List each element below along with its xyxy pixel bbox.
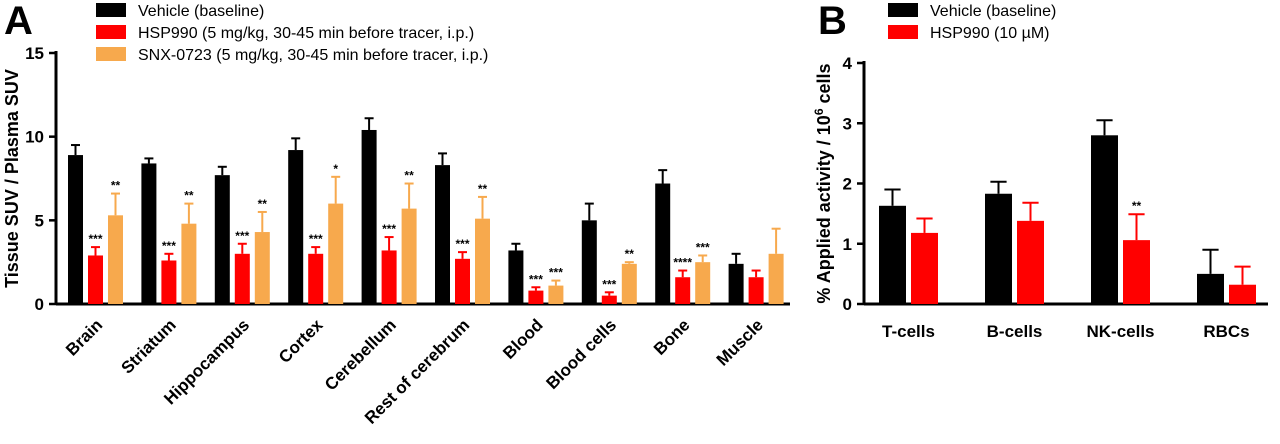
bar [879, 205, 906, 304]
bar [455, 258, 470, 304]
significance-label: ** [478, 182, 488, 196]
bar [911, 232, 938, 304]
bar [161, 260, 177, 304]
bar [548, 285, 564, 304]
significance-label: ** [258, 197, 268, 211]
x-tick-label: NK-cells [1086, 322, 1154, 341]
y-tick-label: 10 [25, 128, 44, 147]
significance-label: *** [382, 222, 396, 236]
x-tick-label: B-cells [987, 322, 1043, 341]
legend-label: Vehicle (baseline) [138, 3, 264, 20]
y-tick-label: 15 [25, 44, 44, 63]
significance-label: ** [625, 247, 635, 261]
bar [985, 193, 1012, 304]
bar [254, 232, 270, 304]
bar [748, 277, 764, 304]
x-tick-label: Blood [499, 315, 546, 362]
significance-label: *** [309, 232, 323, 246]
significance-label: ** [404, 169, 414, 183]
significance-label: * [333, 162, 338, 176]
bar [475, 218, 490, 304]
significance-label: *** [235, 229, 249, 243]
panel-label: A [4, 0, 33, 43]
bar [621, 263, 637, 304]
panel-a-chart: A Vehicle (baseline) HSP990 (5 mg/kg, 30-4… [2, 0, 790, 428]
bar [361, 129, 377, 304]
significance-label: *** [455, 237, 469, 251]
significance-label: ** [111, 179, 121, 193]
y-axis-title: Tissue SUV / Plasma SUV [2, 69, 22, 288]
bar [88, 255, 103, 304]
legend-swatch [96, 25, 126, 39]
bar [1229, 284, 1256, 304]
y-tick-label: 4 [843, 54, 853, 73]
significance-label: **** [673, 256, 692, 270]
bar [141, 163, 157, 304]
bar [68, 155, 83, 304]
x-tick-label: Striatum [118, 315, 180, 377]
significance-label: *** [88, 232, 102, 246]
y-tick-label: 2 [843, 175, 852, 194]
bar [675, 277, 691, 304]
legend-label: Vehicle (baseline) [930, 3, 1056, 20]
significance-label: *** [529, 272, 543, 286]
legend-label: SNX-0723 (5 mg/kg, 30-45 min before trac… [138, 47, 488, 64]
bar [214, 175, 230, 304]
significance-label: *** [549, 266, 563, 280]
y-axis-title: % Applied activity / 106 cells [812, 63, 834, 303]
significance-label: *** [602, 277, 616, 291]
bar [401, 208, 417, 304]
bar [581, 220, 597, 304]
bar [528, 290, 544, 304]
x-tick-label: Cortex [275, 315, 327, 367]
bar [655, 183, 671, 304]
y-tick-label: 0 [35, 295, 44, 314]
x-tick-label: Muscle [713, 315, 767, 369]
bar [181, 223, 197, 304]
bar [1091, 135, 1118, 304]
bar [728, 263, 744, 304]
bar [328, 203, 344, 304]
bar [1017, 220, 1044, 304]
legend-swatch [96, 3, 126, 17]
x-tick-label: Bone [650, 315, 693, 358]
bar [435, 165, 450, 304]
x-tick-label: Brain [62, 315, 106, 359]
x-tick-label: Cerebellum [321, 315, 400, 394]
bar [695, 262, 711, 304]
bar [108, 215, 123, 304]
bar [288, 150, 304, 304]
bar [601, 295, 617, 304]
bar [768, 253, 784, 304]
y-tick-label: 3 [843, 114, 852, 133]
panel-b-chart: B Vehicle (baseline) HSP990 (10 µM) 0 1 2 3 4 % … [812, 0, 1268, 341]
bar [1197, 273, 1224, 304]
bar [1123, 240, 1150, 304]
significance-label: *** [696, 240, 710, 254]
significance-label: ** [184, 189, 194, 203]
bar [508, 250, 524, 304]
significance-label: *** [162, 239, 176, 253]
legend-label: HSP990 (5 mg/kg, 30-45 min before tracer… [138, 25, 474, 42]
x-tick-label: Blood cells [543, 315, 621, 393]
x-tick-label: RBCs [1203, 322, 1249, 341]
y-tick-label: 1 [843, 235, 852, 254]
legend-swatch [888, 25, 918, 39]
x-tick-label: T-cells [882, 322, 935, 341]
y-tick-label: 0 [843, 295, 852, 314]
bar [381, 250, 397, 304]
bar [308, 253, 324, 304]
bar [234, 253, 250, 304]
y-tick-label: 5 [35, 211, 44, 230]
legend-label: HSP990 (10 µM) [930, 25, 1049, 42]
significance-label: ** [1132, 199, 1142, 213]
panel-label: B [818, 0, 847, 43]
legend-swatch [96, 47, 126, 61]
legend-swatch [888, 3, 918, 17]
